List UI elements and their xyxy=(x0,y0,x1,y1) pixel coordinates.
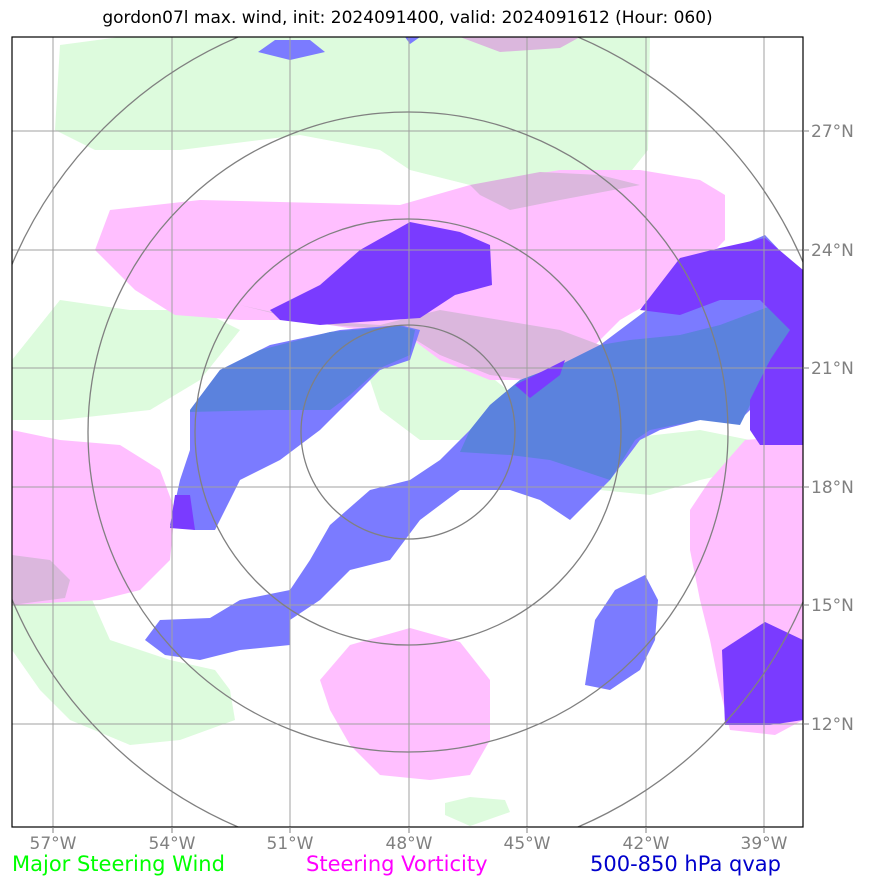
lat-label: 15°N xyxy=(811,596,854,616)
lon-label: 48°W xyxy=(386,834,433,854)
wind-region-west xyxy=(12,300,240,420)
range-ring-2 xyxy=(194,218,622,646)
lon-label: 39°W xyxy=(741,834,788,854)
qvap-region-west-overlap xyxy=(190,326,415,412)
lon-labels: 57°W 54°W 51°W 48°W 45°W 42°W 39°W xyxy=(30,834,788,854)
map-title: gordon07l max. wind, init: 2024091400, v… xyxy=(102,8,713,28)
range-ring-1 xyxy=(300,324,516,540)
lon-label: 54°W xyxy=(149,834,196,854)
qvap-field xyxy=(145,37,803,725)
lat-label: 12°N xyxy=(811,715,854,735)
vorticity-region-overlap-west xyxy=(12,555,70,605)
qvap-region-southeast xyxy=(585,575,658,690)
lon-label: 45°W xyxy=(504,834,551,854)
qvap-region-strong-north xyxy=(270,222,492,325)
vorticity-region-south xyxy=(320,628,490,780)
legend-qvap: 500-850 hPa qvap xyxy=(590,852,781,876)
wind-region-south xyxy=(445,797,510,826)
qvap-region-strong-west xyxy=(170,495,195,530)
vorticity-region-overlap-north xyxy=(470,172,640,210)
steering-wind-field xyxy=(12,37,750,826)
graticule xyxy=(12,37,803,827)
range-ring-3 xyxy=(87,111,729,753)
map-plot-area xyxy=(12,37,803,827)
qvap-region-overlap xyxy=(460,295,803,480)
range-rings xyxy=(12,37,803,827)
lat-label: 27°N xyxy=(811,122,854,142)
qvap-region-strong-southeast xyxy=(722,622,803,725)
lat-label: 24°N xyxy=(811,241,854,261)
qvap-region-strong-east xyxy=(640,238,803,445)
wind-region-southwest xyxy=(12,590,235,745)
tick-marks xyxy=(52,130,809,833)
qvap-region-north-blob xyxy=(258,40,325,60)
lon-label: 57°W xyxy=(30,834,77,854)
wind-region-central xyxy=(365,330,750,495)
plot-frame xyxy=(11,36,804,828)
lon-label: 42°W xyxy=(623,834,670,854)
vorticity-region-north-cap xyxy=(460,37,580,52)
lat-label: 21°N xyxy=(811,359,854,379)
wind-region-north xyxy=(55,37,650,185)
lat-labels: 27°N 24°N 21°N 18°N 15°N 12°N xyxy=(811,122,854,735)
legend-wind: Major Steering Wind xyxy=(12,852,225,876)
lat-label: 18°N xyxy=(811,478,854,498)
lon-label: 51°W xyxy=(267,834,314,854)
legend-vorticity: Steering Vorticity xyxy=(306,852,488,876)
